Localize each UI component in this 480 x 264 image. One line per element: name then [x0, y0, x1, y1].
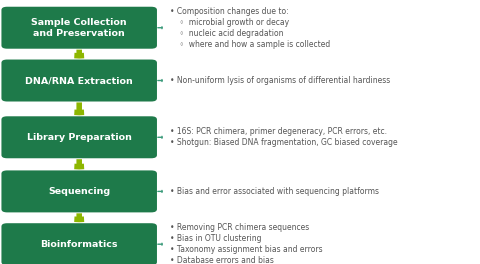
- FancyBboxPatch shape: [1, 60, 157, 102]
- Text: • Non-uniform lysis of organisms of differential hardiness: • Non-uniform lysis of organisms of diff…: [170, 76, 391, 85]
- Text: Library Preparation: Library Preparation: [27, 133, 132, 142]
- Text: • Removing PCR chimera sequences: • Removing PCR chimera sequences: [170, 223, 310, 232]
- Text: ◦  microbial growth or decay: ◦ microbial growth or decay: [170, 18, 289, 27]
- Text: Sequencing: Sequencing: [48, 187, 110, 196]
- Text: ◦  nucleic acid degradation: ◦ nucleic acid degradation: [170, 29, 284, 38]
- FancyBboxPatch shape: [1, 7, 157, 49]
- Text: DNA/RNA Extraction: DNA/RNA Extraction: [25, 76, 133, 85]
- Text: ◦  where and how a sample is collected: ◦ where and how a sample is collected: [170, 40, 331, 49]
- Text: • Taxonomy assignment bias and errors: • Taxonomy assignment bias and errors: [170, 245, 323, 254]
- Text: • Bias and error associated with sequencing platforms: • Bias and error associated with sequenc…: [170, 187, 379, 196]
- Text: • Database errors and bias: • Database errors and bias: [170, 256, 274, 264]
- Text: Bioinformatics: Bioinformatics: [40, 240, 118, 249]
- Text: • 16S: PCR chimera, primer degeneracy, PCR errors, etc.: • 16S: PCR chimera, primer degeneracy, P…: [170, 127, 387, 136]
- FancyBboxPatch shape: [1, 116, 157, 158]
- FancyBboxPatch shape: [1, 171, 157, 212]
- Text: • Composition changes due to:: • Composition changes due to:: [170, 7, 289, 16]
- Text: Sample Collection
and Preservation: Sample Collection and Preservation: [31, 18, 127, 38]
- FancyBboxPatch shape: [1, 223, 157, 264]
- Text: • Bias in OTU clustering: • Bias in OTU clustering: [170, 234, 262, 243]
- Text: • Shotgun: Biased DNA fragmentation, GC biased coverage: • Shotgun: Biased DNA fragmentation, GC …: [170, 138, 398, 147]
